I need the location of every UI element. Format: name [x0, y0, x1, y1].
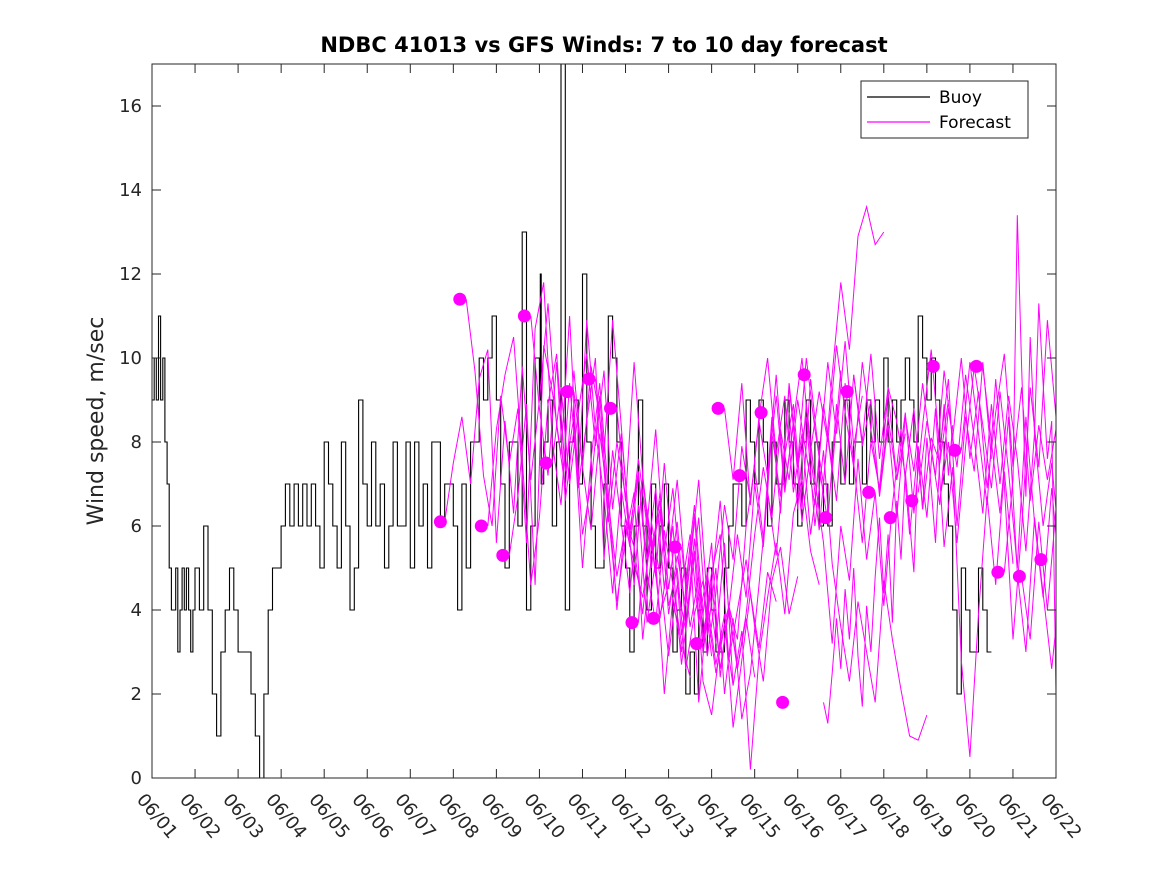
y-axis-label: Wind speed, m/sec: [84, 317, 109, 526]
forecast-series-line-16: [788, 404, 1014, 758]
forecast-series-line-24: [1021, 509, 1056, 640]
forecast-series-line-7: [573, 366, 799, 682]
forecast-point: [969, 359, 983, 373]
y-tick-label: 0: [131, 768, 142, 789]
forecast-point: [560, 385, 574, 399]
y-tick-label: 12: [119, 264, 142, 285]
forecast-point: [668, 540, 682, 554]
forecast-series-line-11: [659, 204, 885, 678]
forecast-point: [625, 616, 639, 630]
forecast-series-line-14: [724, 353, 949, 535]
forecast-point: [819, 511, 833, 525]
y-tick-label: 14: [119, 180, 142, 201]
forecast-point: [647, 611, 660, 625]
forecast-series-line-22: [982, 366, 1056, 669]
forecast-point: [754, 406, 768, 420]
forecast-series-line-17: [823, 404, 954, 724]
y-tick-label: 4: [131, 600, 142, 621]
y-tick-label: 16: [119, 96, 142, 117]
forecast-point: [862, 485, 876, 499]
y-tick-label: 6: [131, 516, 142, 537]
forecast-point: [453, 292, 467, 306]
forecast-point: [1034, 553, 1048, 567]
forecast-series-line-18: [853, 374, 1056, 552]
forecast-point: [797, 368, 811, 382]
forecast-series-line-15: [767, 349, 992, 543]
legend-buoy-label: Buoy: [939, 88, 982, 108]
y-tick-label: 8: [131, 432, 142, 453]
forecast-point: [539, 456, 553, 470]
y-tick-label: 2: [131, 684, 142, 705]
forecast-series-line-5: [530, 315, 756, 716]
legend: Buoy Forecast: [860, 80, 1029, 139]
forecast-point: [496, 548, 510, 562]
forecast-point: [733, 469, 747, 483]
forecast-point: [604, 401, 617, 415]
forecast-series-line-13: [702, 387, 928, 741]
forecast-series-line-21: [960, 320, 1056, 640]
forecast-point: [776, 695, 790, 709]
forecast-point: [926, 359, 940, 373]
forecast-point: [517, 309, 531, 323]
forecast-point: [582, 372, 596, 386]
forecast-point: [905, 494, 919, 508]
forecast-point: [433, 515, 447, 529]
y-tick-label: 10: [119, 348, 142, 369]
chart-title: NDBC 41013 vs GFS Winds: 7 to 10 day for…: [320, 33, 887, 57]
forecast-point: [1012, 569, 1026, 583]
forecast-series-line-19: [917, 353, 1056, 501]
forecast-series-line-23: [1003, 215, 1056, 695]
forecast-series-line-8: [594, 320, 820, 770]
forecast-point: [883, 511, 897, 525]
forecast-point: [991, 565, 1005, 579]
axes-box: [151, 63, 1057, 779]
forecast-point: [690, 637, 704, 651]
forecast-point: [474, 519, 488, 533]
legend-forecast-label: Forecast: [939, 113, 1011, 133]
forecast-series-line-10: [637, 341, 863, 720]
forecast-point: [711, 401, 725, 415]
buoy-series-line: [152, 64, 992, 778]
forecast-point: [840, 385, 854, 399]
legend-box: [860, 80, 1029, 139]
forecast-point: [948, 443, 962, 457]
